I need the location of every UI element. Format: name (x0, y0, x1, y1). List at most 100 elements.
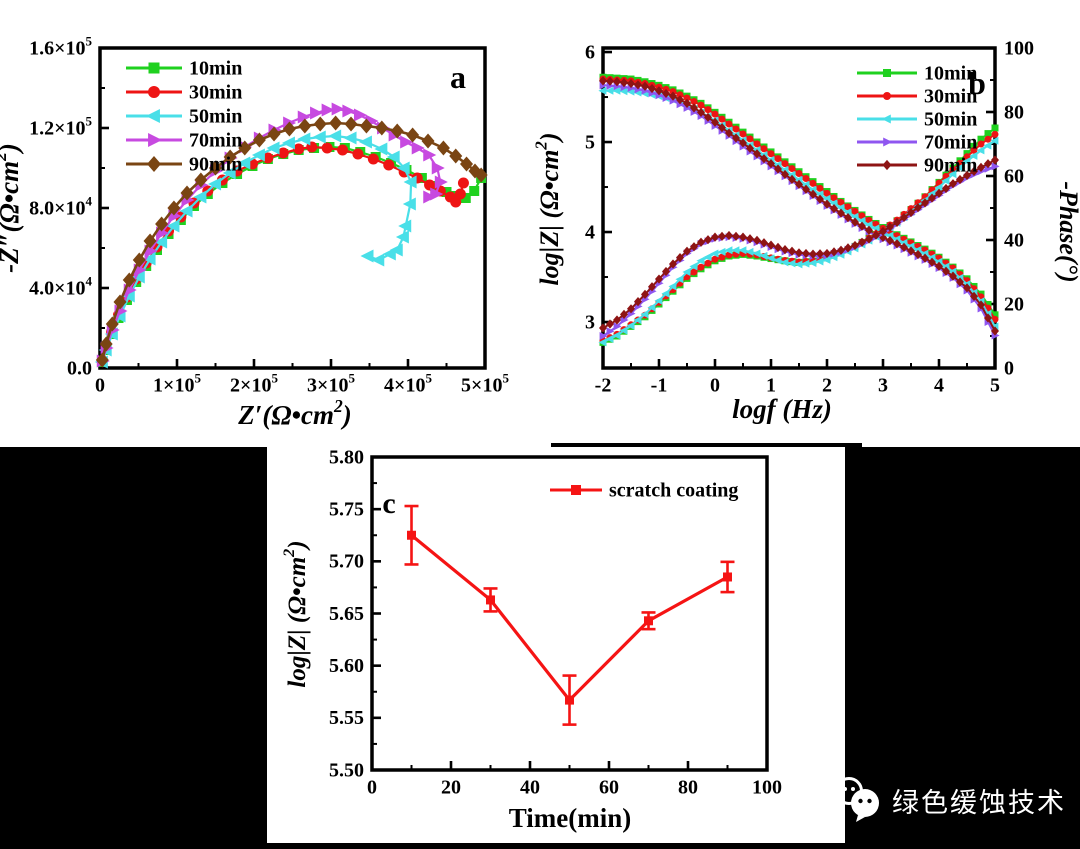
data-point-marker (313, 116, 327, 132)
data-point-marker (297, 110, 311, 124)
data-point-marker (627, 78, 635, 89)
data-point-marker (941, 176, 950, 185)
data-point-marker (745, 247, 754, 256)
data-point-marker (310, 106, 324, 120)
data-point-marker (767, 159, 775, 169)
axis-tick-labels: 0 20 40 60 80 100 5.50 5.55 5.60 5.65 5.70 5.75 5.80 (329, 446, 782, 799)
data-point-marker (690, 103, 698, 113)
data-point-marker (613, 315, 621, 325)
axis-title: Z′(Ω•cm2) (237, 396, 351, 430)
data-point-marker (277, 147, 289, 159)
data-point-marker (238, 140, 252, 156)
nyquist-bode-panels: 0 1×105 2×105 3×105 4×105 5×105 0.0 4.0×104 8.0×… (0, 33, 1080, 430)
data-point-marker (697, 101, 705, 109)
data-point-marker (858, 212, 866, 220)
data-point-marker (844, 203, 852, 211)
data-point-marker (682, 268, 691, 276)
data-point-marker (774, 164, 782, 174)
data-point-marker (816, 194, 824, 204)
data-point-marker (367, 153, 379, 165)
data-point-marker (383, 159, 395, 171)
legend-label: 50min (924, 109, 977, 131)
data-point-marker (871, 224, 880, 233)
x-tick-label: -1 (651, 375, 668, 397)
brand-text: 绿色缓蚀技术 (892, 787, 1066, 818)
data-point-marker (411, 141, 425, 155)
data-point-marker (766, 254, 775, 263)
axis-ticks (98, 46, 487, 370)
data-point-marker (148, 133, 163, 147)
data-point-marker (360, 249, 374, 263)
data-point-marker (704, 235, 712, 245)
data-point-marker (746, 234, 754, 244)
data-point-marker (166, 219, 180, 233)
data-point-marker (627, 304, 635, 314)
legend-label: 90min (924, 155, 977, 177)
data-point-marker (605, 86, 614, 95)
data-point-marker (829, 199, 838, 208)
data-point-marker (460, 193, 471, 203)
data-point-marker (386, 150, 400, 164)
data-point-marker (389, 243, 403, 257)
y-tick-label: 5 (585, 131, 595, 153)
y-tick-label: 1.6×105 (29, 33, 92, 59)
data-point-marker (337, 144, 349, 156)
data-point-marker (907, 207, 915, 218)
data-point-marker (689, 262, 698, 271)
data-point-marker (167, 200, 181, 216)
y-tick-label: 3 (585, 311, 595, 333)
data-point-marker (850, 212, 859, 221)
axis-title: -Phase(°) (1054, 181, 1080, 282)
data-point-marker (655, 274, 663, 284)
data-point-marker (454, 188, 466, 200)
data-point-marker (718, 253, 726, 261)
data-point-marker (267, 126, 281, 142)
legend-label: 70min (924, 132, 977, 154)
data-point-marker (753, 149, 761, 159)
data-point-marker (460, 156, 474, 172)
y-tick-label: 5.65 (329, 603, 364, 625)
data-point-marker (398, 219, 412, 233)
divider-line (551, 443, 862, 447)
y-tick-label: 6 (585, 41, 595, 63)
x-tick-label: 0 (95, 375, 105, 397)
data-point-marker (746, 135, 754, 143)
data-point-marker (266, 141, 280, 155)
data-point-marker (865, 234, 873, 244)
data-point-marker (145, 109, 160, 123)
data-point-marker (830, 204, 838, 214)
data-point-marker (155, 216, 169, 232)
panel-c: 0 20 40 60 80 100 5.50 5.55 5.60 5.65 5.70 5.75 5.80… (280, 446, 782, 833)
data-point-marker (690, 268, 698, 276)
legend-label: scratch coating (609, 480, 738, 502)
data-point-marker (132, 252, 146, 268)
data-point-marker (881, 114, 891, 124)
y2-tick-label: 40 (1004, 229, 1024, 251)
data-point-marker (353, 108, 367, 122)
data-point-marker (948, 170, 957, 179)
data-point-marker (599, 332, 608, 340)
x-tick-label: 20 (441, 777, 461, 799)
data-point-marker (795, 170, 803, 178)
data-point-marker (423, 190, 437, 204)
data-point-marker (732, 125, 740, 133)
y2-tick-label: 100 (1004, 37, 1034, 59)
data-point-marker (921, 253, 929, 263)
data-point-marker (703, 253, 712, 262)
data-point-marker (984, 164, 993, 173)
data-point-marker (753, 140, 761, 148)
data-point-marker (648, 282, 656, 292)
data-point-marker (154, 235, 168, 249)
data-point-marker (262, 152, 274, 164)
data-point-marker (788, 246, 796, 256)
data-point-marker (731, 246, 740, 255)
axis-ticks (370, 455, 769, 772)
y-tick-label: 5.80 (329, 447, 364, 468)
data-point-marker (809, 179, 817, 187)
legend-label: 30min (924, 86, 977, 108)
data-point-marker (640, 310, 649, 319)
data-point-marker (142, 252, 156, 266)
data-point-marker (180, 185, 194, 201)
data-point-marker (711, 110, 719, 118)
